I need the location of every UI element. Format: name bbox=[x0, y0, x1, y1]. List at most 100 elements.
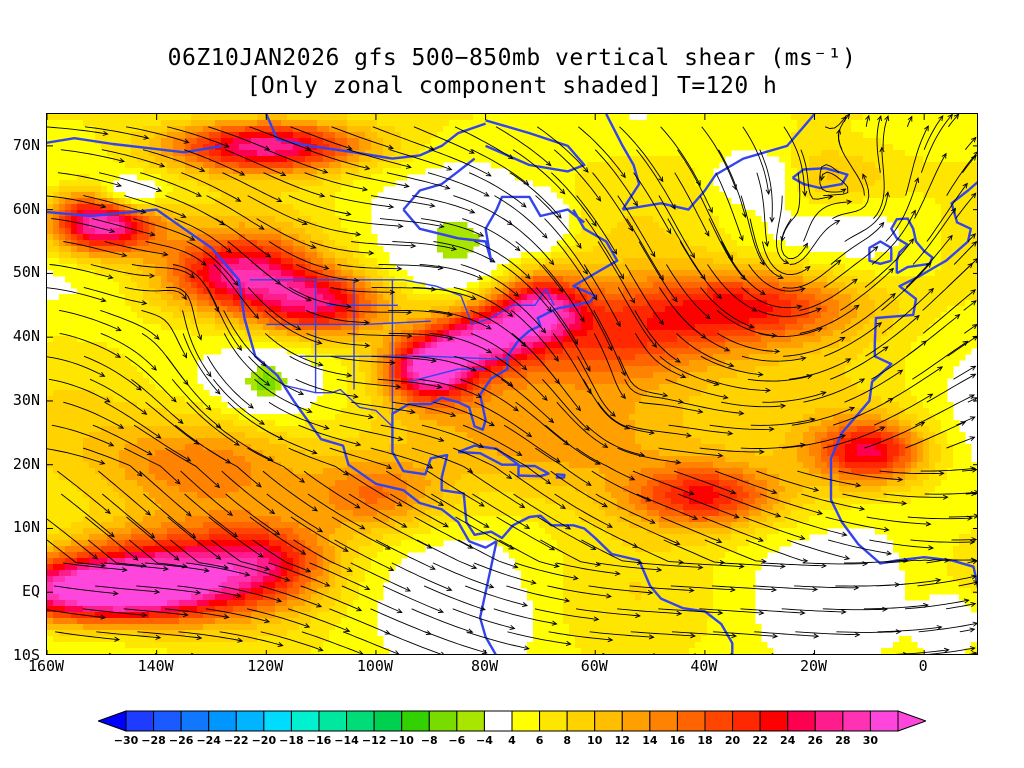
streamline bbox=[126, 516, 180, 561]
streamline-arrow bbox=[274, 529, 281, 536]
streamline bbox=[885, 559, 950, 564]
streamline bbox=[711, 585, 777, 591]
streamline bbox=[581, 539, 642, 564]
streamline-arrow bbox=[602, 652, 605, 654]
streamline bbox=[965, 492, 976, 495]
lon-tick-label: 80W bbox=[471, 657, 499, 675]
streamline bbox=[882, 115, 889, 150]
streamline-arrow bbox=[389, 360, 396, 366]
streamline bbox=[392, 241, 457, 250]
streamline bbox=[824, 116, 847, 129]
streamline bbox=[717, 333, 780, 352]
streamline bbox=[740, 608, 805, 614]
streamline-arrow bbox=[317, 361, 324, 367]
streamline bbox=[470, 332, 527, 371]
streamline bbox=[378, 264, 443, 269]
streamline-arrow bbox=[879, 146, 885, 153]
colorbar-label: −26 bbox=[168, 734, 194, 747]
streamline bbox=[836, 631, 901, 633]
streamline bbox=[264, 310, 322, 344]
streamline bbox=[544, 424, 601, 465]
streamline bbox=[544, 218, 588, 275]
streamline bbox=[186, 401, 240, 446]
streamline bbox=[411, 447, 473, 473]
streamline bbox=[455, 516, 514, 550]
streamline bbox=[617, 447, 681, 464]
streamline-arrow bbox=[876, 322, 883, 328]
streamline-arrow bbox=[141, 612, 148, 618]
streamline bbox=[830, 346, 889, 380]
streamline bbox=[917, 575, 977, 587]
streamline bbox=[632, 470, 694, 495]
streamline bbox=[47, 448, 105, 465]
streamline-arrow bbox=[215, 388, 221, 395]
streamline bbox=[912, 340, 968, 380]
streamline bbox=[740, 444, 805, 449]
streamline bbox=[589, 631, 654, 638]
streamline bbox=[462, 424, 522, 456]
streamline bbox=[781, 608, 846, 613]
streamline-arrow bbox=[121, 567, 128, 573]
streamline-arrow bbox=[799, 442, 806, 448]
streamline bbox=[342, 631, 400, 654]
streamline-arrow bbox=[355, 441, 362, 447]
streamline bbox=[290, 516, 349, 552]
colorbar-label: 12 bbox=[614, 734, 630, 747]
lat-tick-label: 50N bbox=[12, 263, 40, 282]
map-title: 06Z10JAN2026 gfs 500−850mb vertical shea… bbox=[0, 44, 1024, 100]
streamline bbox=[595, 493, 655, 524]
streamline-arrow bbox=[506, 473, 513, 480]
streamline bbox=[658, 195, 695, 258]
streamline bbox=[745, 539, 808, 562]
streamline bbox=[869, 539, 934, 549]
streamline bbox=[182, 310, 212, 377]
colorbar-swatch bbox=[428, 710, 458, 732]
streamline-arrow bbox=[429, 202, 436, 208]
streamline-arrow bbox=[700, 274, 706, 281]
streamline-arrow bbox=[214, 306, 220, 313]
streamline-arrow bbox=[548, 259, 555, 266]
streamline bbox=[143, 493, 196, 539]
streamline-arrow bbox=[565, 524, 572, 530]
colorbar-label: 6 bbox=[535, 734, 544, 747]
streamline bbox=[948, 515, 977, 518]
streamline-arrow bbox=[629, 475, 636, 481]
streamline-arrow bbox=[973, 513, 977, 519]
streamline bbox=[794, 585, 859, 589]
streamline-arrow bbox=[614, 570, 621, 576]
streamline-arrow bbox=[972, 397, 977, 402]
streamline-arrow bbox=[839, 336, 846, 342]
streamline bbox=[593, 310, 626, 376]
streamline bbox=[264, 333, 323, 366]
streamline-arrow bbox=[237, 637, 244, 643]
streamline bbox=[164, 447, 220, 488]
streamline-arrow bbox=[258, 224, 265, 230]
streamline-arrow bbox=[971, 154, 977, 161]
streamline bbox=[307, 493, 365, 530]
streamline bbox=[59, 309, 121, 332]
streamline-arrow bbox=[812, 586, 819, 592]
streamline bbox=[503, 424, 561, 463]
streamline-arrow bbox=[386, 464, 393, 470]
streamline-arrow bbox=[730, 489, 737, 495]
streamline-arrow bbox=[950, 207, 957, 214]
coastline bbox=[402, 157, 476, 211]
lon-tick-label: 160W bbox=[27, 657, 65, 675]
streamline bbox=[594, 149, 638, 206]
streamline-arrow bbox=[428, 145, 435, 151]
streamline-arrow bbox=[397, 436, 404, 442]
streamline bbox=[923, 115, 944, 150]
streamline-arrow bbox=[553, 356, 559, 362]
streamline-arrow bbox=[859, 378, 866, 384]
streamline bbox=[453, 286, 513, 317]
streamline bbox=[540, 539, 601, 566]
colorbar-swatch bbox=[290, 710, 320, 732]
streamline-arrow bbox=[353, 277, 360, 283]
colorbar-label: −22 bbox=[224, 734, 249, 747]
streamline-arrow bbox=[100, 562, 107, 568]
streamline bbox=[837, 129, 865, 196]
state-border bbox=[299, 355, 508, 361]
streamline-arrow bbox=[941, 152, 947, 159]
streamline-arrow bbox=[203, 567, 210, 573]
streamline bbox=[351, 241, 416, 247]
